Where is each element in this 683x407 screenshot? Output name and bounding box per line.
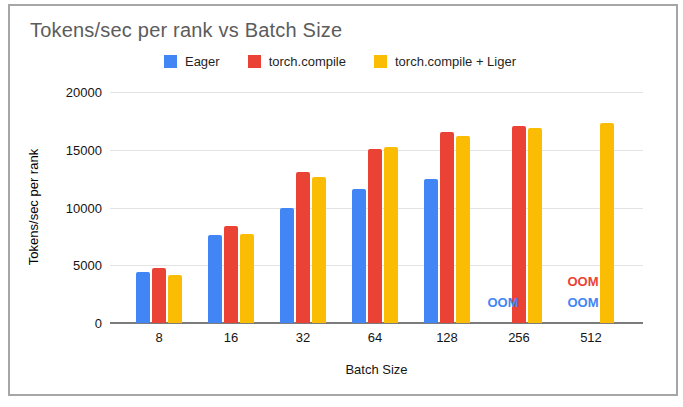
bar-slot <box>352 92 366 323</box>
bar-slot <box>240 92 254 323</box>
bar-slot <box>512 92 526 323</box>
bar-slot <box>136 92 150 323</box>
bar-torch-compile-32 <box>296 172 310 323</box>
bar-slot <box>528 92 542 323</box>
y-tick-label: 10000 <box>66 200 102 215</box>
legend-item-torch-compile-liger[interactable]: torch.compile + Liger <box>374 54 516 69</box>
bar-slot <box>496 92 510 323</box>
oom-stack-512: OOM OOM <box>567 275 598 309</box>
bar-torch-compile-liger-8 <box>168 275 182 323</box>
bar-group-16 <box>195 92 267 323</box>
bar-group-128 <box>411 92 483 323</box>
chart-title: Tokens/sec per rank vs Batch Size <box>30 19 342 42</box>
bar-torch-compile-128 <box>440 132 454 323</box>
bar-slot <box>208 92 222 323</box>
x-tick-label-256: 256 <box>483 330 555 345</box>
bar-eager-32 <box>280 208 294 324</box>
bar-slot <box>600 92 614 323</box>
x-axis-ticks: 8163264128256512 <box>123 330 627 345</box>
bar-eager-64 <box>352 189 366 323</box>
x-tick-label-16: 16 <box>195 330 267 345</box>
y-tick-label: 15000 <box>66 142 102 157</box>
bar-torch-compile-16 <box>224 226 238 323</box>
legend-swatch-torch-compile-liger <box>374 55 387 68</box>
bar-torch-compile-8 <box>152 268 166 323</box>
bar-group-8 <box>123 92 195 323</box>
oom-label-eager-256: OOM <box>487 296 518 309</box>
bar-slot <box>424 92 438 323</box>
bar-slot <box>368 92 382 323</box>
legend-item-eager[interactable]: Eager <box>164 54 220 69</box>
legend-swatch-eager <box>164 55 177 68</box>
bar-group-64 <box>339 92 411 323</box>
x-tick-label-128: 128 <box>411 330 483 345</box>
bar-slot <box>280 92 294 323</box>
bar-group-512: OOM OOM <box>555 92 627 323</box>
x-tick-label-8: 8 <box>123 330 195 345</box>
bar-torch-compile-liger-16 <box>240 234 254 324</box>
bar-torch-compile-liger-256 <box>528 128 542 323</box>
bar-torch-compile-liger-128 <box>456 136 470 323</box>
bar-torch-compile-64 <box>368 149 382 323</box>
bar-slot <box>440 92 454 323</box>
oom-stack-256: OOM <box>487 296 518 309</box>
oom-label-eager-512: OOM <box>567 296 598 309</box>
bar-eager-16 <box>208 235 222 323</box>
bar-slot <box>312 92 326 323</box>
legend-item-torch-compile[interactable]: torch.compile <box>248 54 346 69</box>
y-axis-title: Tokens/sec per rank <box>26 149 41 265</box>
bar-groups: OOM OOM OOM <box>123 92 627 323</box>
bar-torch-compile-liger-512 <box>600 123 614 323</box>
bar-slot <box>224 92 238 323</box>
bar-slot <box>384 92 398 323</box>
bar-group-32 <box>267 92 339 323</box>
x-tick-label-32: 32 <box>267 330 339 345</box>
bar-torch-compile-256 <box>512 126 526 324</box>
bar-slot <box>168 92 182 323</box>
bar-group-256: OOM <box>483 92 555 323</box>
y-tick-label: 0 <box>95 316 102 331</box>
y-tick-label: 5000 <box>73 258 102 273</box>
y-axis-ticks: 20000 15000 10000 5000 0 <box>50 92 102 323</box>
legend-label: Eager <box>185 54 220 69</box>
bar-eager-8 <box>136 272 150 323</box>
x-tick-label-64: 64 <box>339 330 411 345</box>
legend-label: torch.compile + Liger <box>395 54 516 69</box>
bar-torch-compile-liger-32 <box>312 177 326 323</box>
bar-slot <box>456 92 470 323</box>
legend-swatch-torch-compile <box>248 55 261 68</box>
legend-label: torch.compile <box>269 54 346 69</box>
legend: Eager torch.compile torch.compile + Lige… <box>10 54 670 69</box>
bar-torch-compile-liger-64 <box>384 147 398 323</box>
bar-eager-128 <box>424 179 438 323</box>
x-tick-label-512: 512 <box>555 330 627 345</box>
oom-label-torch-compile-512: OOM <box>567 275 598 288</box>
plot-area: OOM OOM OOM <box>110 92 643 323</box>
bar-slot <box>152 92 166 323</box>
y-tick-label: 20000 <box>66 85 102 100</box>
x-axis-title: Batch Size <box>110 362 643 377</box>
bar-slot <box>296 92 310 323</box>
